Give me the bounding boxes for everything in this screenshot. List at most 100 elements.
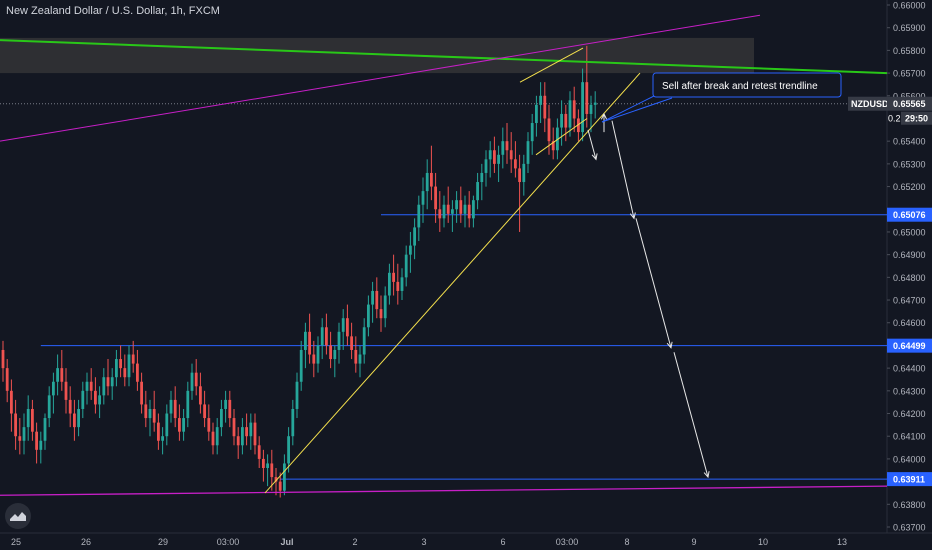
candle-body (73, 413, 76, 428)
candles-group (1, 45, 597, 498)
candle-body (497, 154, 500, 164)
callout-pointer-2 (601, 97, 673, 123)
candle-body (329, 345, 332, 360)
y-tick-label: 0.64100 (893, 432, 926, 442)
tradingview-logo-icon[interactable] (5, 503, 31, 529)
resistance-zone (0, 37, 754, 74)
current-price-label: 0.65565 (893, 99, 926, 109)
candle-body (35, 431, 38, 450)
x-tick-label: 03:00 (556, 537, 579, 547)
candle-body (144, 404, 148, 419)
y-tick-label: 0.64800 (893, 273, 926, 283)
level-label-0: 0.65076 (893, 210, 926, 220)
y-tick-label: 0.64900 (893, 250, 926, 260)
candle-body (493, 150, 496, 164)
candle-body (123, 368, 127, 378)
y-tick-label: 0.65900 (893, 23, 926, 33)
candle-body (564, 113, 568, 128)
candle-body (325, 327, 328, 346)
candle-body (85, 381, 89, 391)
candle-body (207, 418, 211, 432)
candle-body (333, 349, 337, 360)
candle-body (413, 227, 416, 246)
x-tick-label: 13 (837, 537, 847, 547)
green-trendline (0, 39, 888, 75)
candle-body (346, 318, 349, 337)
candle-body (81, 390, 85, 409)
candle-body (316, 345, 320, 364)
candle-body (400, 277, 404, 291)
y-tick-label: 0.64200 (893, 409, 926, 419)
candle-body (526, 141, 530, 164)
current-price-bg (887, 96, 932, 111)
annotation-text: Sell after break and retest trendline (662, 81, 818, 92)
candle-body (194, 372, 198, 387)
candle-body (169, 399, 173, 414)
candle-body (287, 436, 290, 464)
candle-body (241, 427, 244, 446)
chart-title: New Zealand Dollar / U.S. Dollar, 1h, FX… (6, 5, 220, 17)
candle-body (182, 418, 185, 432)
projection-arrowhead-1 (600, 112, 608, 120)
candle-body (43, 418, 47, 441)
candle-body (136, 363, 139, 382)
x-tick-label: 8 (624, 537, 629, 547)
candle-body (14, 413, 17, 437)
y-tick-label: 0.63700 (893, 523, 926, 533)
candle-body (518, 168, 521, 183)
candle-body (18, 436, 22, 441)
candle-body (152, 408, 156, 423)
y-tick-label: 0.65400 (893, 137, 926, 147)
candle-body (539, 95, 542, 105)
callout-box (652, 72, 842, 98)
candle-body (236, 436, 240, 446)
projection-arrow-3 (635, 218, 672, 348)
candle-body (459, 200, 463, 214)
candle-body (127, 354, 131, 378)
candle-body (371, 290, 374, 305)
candle-body (396, 281, 400, 291)
wedge-lower-line (535, 118, 588, 156)
candle-body (89, 381, 93, 391)
candle-body (211, 431, 215, 446)
candle-body (480, 172, 484, 183)
candle-body (455, 200, 458, 210)
candle-body (203, 404, 206, 419)
candle-body (362, 327, 366, 355)
candle-body (262, 458, 265, 468)
candle-body (232, 418, 236, 437)
candle-body (560, 113, 563, 128)
candle-body (299, 349, 303, 382)
candle-body (577, 118, 580, 133)
candle-body (274, 477, 278, 482)
level-label-bg-2 (887, 472, 932, 487)
candle-body (161, 436, 164, 441)
candle-body (5, 368, 9, 391)
candle-body (375, 290, 379, 310)
candle-body (228, 399, 232, 419)
candle-body (131, 354, 135, 364)
projection-arrow-4 (673, 352, 709, 478)
candle-body (110, 377, 114, 387)
candle-body (556, 127, 559, 151)
candle-body (26, 408, 30, 428)
projection-arrow-0 (587, 129, 597, 160)
candle-body (98, 395, 101, 405)
candle-body (581, 82, 584, 133)
candle-body (463, 204, 467, 214)
candle-body (115, 359, 118, 378)
candle-body (425, 172, 429, 192)
candle-body (388, 272, 391, 296)
candle-body (173, 399, 177, 419)
candle-body (60, 368, 64, 382)
projection-arrowhead-2 (629, 212, 636, 220)
callout-pointer (601, 91, 663, 123)
candle-body (106, 377, 110, 387)
wedge-upper-line (519, 47, 584, 83)
candle-body (341, 318, 345, 332)
candle-body (505, 141, 509, 151)
projection-arrow-2 (611, 120, 635, 219)
candle-body (320, 327, 324, 346)
partial-price-label: 0.2 (888, 114, 901, 124)
